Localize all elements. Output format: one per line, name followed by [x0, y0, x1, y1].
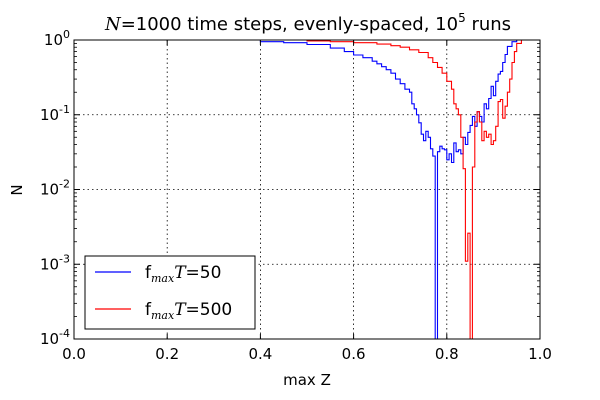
- series-layer: [237, 39, 526, 340]
- y-tick-label: 10-4: [40, 327, 70, 348]
- y-tick-label: 10-1: [40, 103, 70, 124]
- x-tick-label: 0.0: [62, 345, 86, 363]
- x-ticks: 0.0 0.2 0.4 0.6 0.8 1.0: [62, 40, 552, 363]
- x-tick-label: 0.4: [248, 345, 272, 363]
- y-tick-label: 10-2: [40, 178, 70, 199]
- chart-title: N=1000 time steps, evenly-spaced, 105 ru…: [104, 11, 511, 35]
- legend-box: [84, 255, 256, 330]
- plot-grid: [74, 40, 540, 339]
- y-ticks: 10-4 10-3 10-2 10-1 100: [40, 28, 540, 348]
- series-line-red: [283, 39, 526, 340]
- legend: fmaxT=50 fmaxT=500: [84, 255, 256, 330]
- x-tick-label: 0.6: [342, 345, 366, 363]
- series-line-blue: [237, 39, 526, 340]
- x-axis-label: max Z: [283, 371, 331, 389]
- x-tick-label: 0.2: [155, 345, 179, 363]
- y-axis-label: N: [8, 184, 26, 195]
- y-tick-label: 100: [44, 28, 70, 49]
- x-tick-label: 1.0: [528, 345, 552, 363]
- legend-label-red: fmaxT=500: [145, 300, 232, 322]
- y-tick-label: 10-3: [40, 252, 70, 273]
- x-tick-label: 0.8: [435, 345, 459, 363]
- legend-label-blue: fmaxT=50: [145, 263, 221, 285]
